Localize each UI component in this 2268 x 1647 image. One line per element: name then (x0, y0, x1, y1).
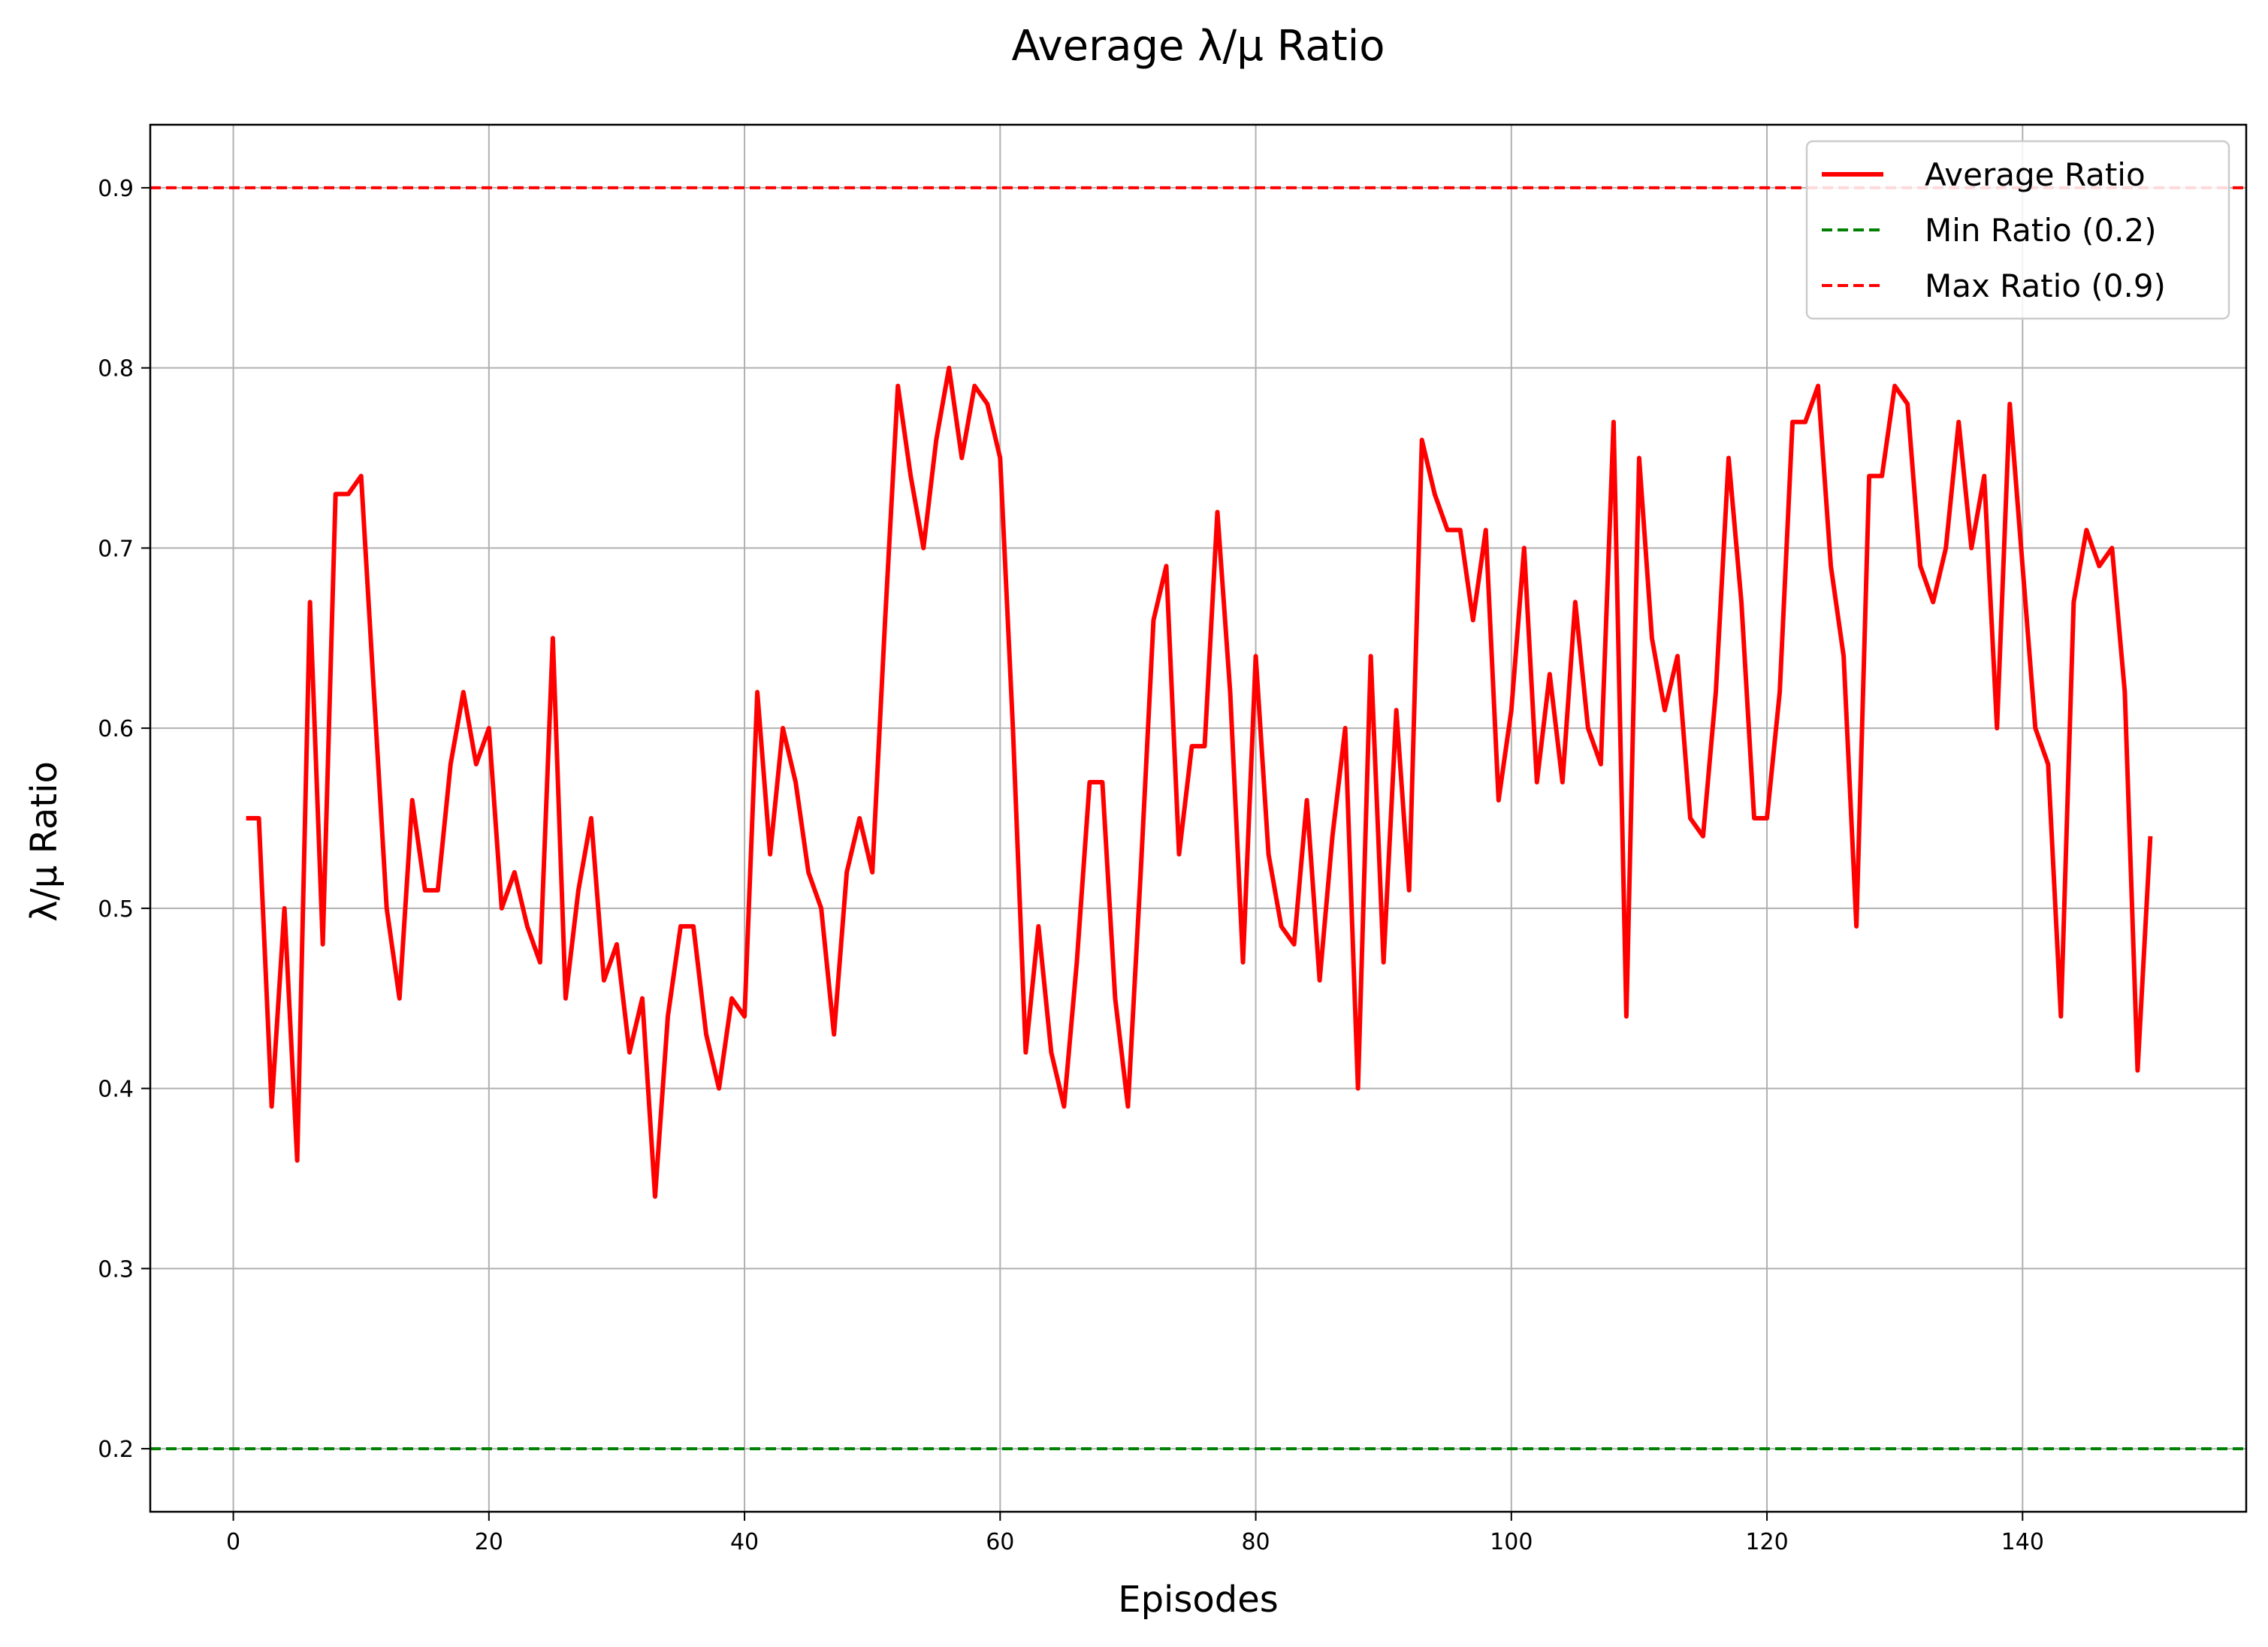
legend-label: Min Ratio (0.2) (1925, 212, 2157, 249)
x-tick-label: 80 (1241, 1529, 1270, 1555)
x-axis-ticks: 0 20 40 60 80 100 120 140 (226, 1512, 2044, 1555)
y-tick-label: 0.7 (98, 536, 134, 562)
reference-lines (150, 186, 2246, 1451)
x-tick-label: 100 (1490, 1529, 1533, 1555)
y-axis-ticks: 0.2 0.3 0.4 0.5 0.6 0.7 0.8 0.9 (98, 176, 150, 1463)
y-tick-label: 0.6 (98, 716, 134, 742)
y-tick-label: 0.8 (98, 356, 134, 382)
x-tick-label: 0 (226, 1529, 240, 1555)
y-tick-label: 0.9 (98, 176, 134, 202)
data-series (246, 365, 2153, 1199)
y-axis-label: λ/μ Ratio (23, 761, 65, 922)
x-tick-label: 60 (986, 1529, 1014, 1555)
y-tick-label: 0.2 (98, 1437, 134, 1463)
y-tick-label: 0.4 (98, 1077, 134, 1103)
x-tick-label: 140 (2001, 1529, 2044, 1555)
x-axis-label: Episodes (1118, 1579, 1279, 1621)
y-tick-label: 0.3 (98, 1256, 134, 1283)
x-tick-label: 20 (475, 1529, 503, 1555)
y-tick-label: 0.5 (98, 896, 134, 923)
x-tick-label: 120 (1745, 1529, 1788, 1555)
legend-label: Average Ratio (1925, 156, 2146, 193)
chart-title: Average λ/μ Ratio (1012, 22, 1385, 71)
legend-box (1805, 140, 2230, 320)
plot-frame (149, 123, 2248, 1513)
x-tick-label: 40 (730, 1529, 759, 1555)
legend: Average Ratio Min Ratio (0.2) Max Ratio (0… (1805, 140, 2230, 320)
legend-label: Max Ratio (0.9) (1925, 267, 2166, 304)
series-line (246, 365, 2153, 1199)
